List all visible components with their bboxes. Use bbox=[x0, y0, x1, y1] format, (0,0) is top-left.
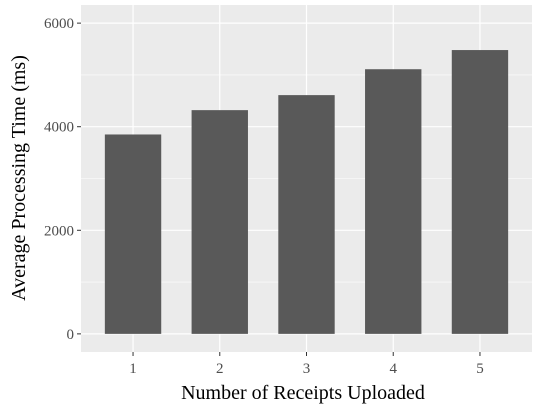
bar-3 bbox=[278, 95, 334, 334]
y-tick-label: 6000 bbox=[44, 16, 74, 32]
y-axis: 0 2000 4000 6000 bbox=[44, 16, 81, 343]
bar-1 bbox=[105, 134, 161, 333]
y-tick-label: 4000 bbox=[44, 120, 74, 136]
bar-5 bbox=[452, 50, 508, 334]
bar-2 bbox=[192, 110, 248, 334]
y-axis-title: Average Processing Time (ms) bbox=[8, 55, 30, 301]
bar-4 bbox=[365, 69, 421, 334]
x-axis-title: Number of Receipts Uploaded bbox=[181, 382, 425, 404]
x-tick-label: 3 bbox=[303, 361, 311, 377]
x-tick-label: 2 bbox=[216, 361, 224, 377]
x-tick-label: 4 bbox=[389, 361, 397, 377]
y-tick-label: 0 bbox=[67, 327, 75, 343]
y-tick-label: 2000 bbox=[44, 223, 74, 239]
x-tick-label: 5 bbox=[476, 361, 484, 377]
x-axis: 1 2 3 4 5 bbox=[129, 352, 483, 377]
x-tick-label: 1 bbox=[129, 361, 137, 377]
